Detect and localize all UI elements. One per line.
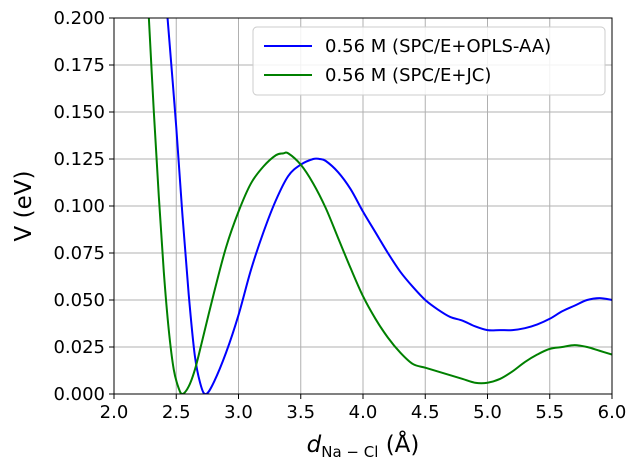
y-tick-label: 0.150 [53, 102, 105, 123]
y-axis-ticks: 0.000 0.025 0.050 0.075 0.100 0.125 0.150 0.175… [53, 8, 114, 405]
x-tick-label: 2.5 [162, 402, 191, 423]
x-tick-label: 4.0 [349, 402, 378, 423]
x-tick-label: 4.5 [411, 402, 440, 423]
x-tick-label: 5.5 [535, 402, 564, 423]
x-tick-label: 6.0 [598, 402, 627, 423]
series-line-jc [147, 18, 612, 394]
x-tick-label: 2.0 [100, 402, 129, 423]
y-tick-label: 0.100 [53, 196, 105, 217]
x-tick-label: 3.5 [286, 402, 315, 423]
legend-box [252, 26, 606, 96]
x-tick-label: 3.0 [224, 402, 253, 423]
y-tick-label: 0.125 [53, 149, 105, 170]
x-tick-label: 5.0 [473, 402, 502, 423]
y-tick-label: 0.175 [53, 55, 105, 76]
y-tick-label: 0.075 [53, 243, 105, 264]
x-axis-ticks: 2.0 2.5 3.0 3.5 4.0 4.5 5.0 5.5 6.0 [100, 394, 627, 423]
y-tick-label: 0.200 [53, 8, 105, 29]
y-tick-label: 0.050 [53, 290, 105, 311]
y-tick-label: 0.000 [53, 384, 105, 405]
legend: 0.56 M (SPC/E+OPLS-AA) 0.56 M (SPC/E+JC) [252, 26, 606, 96]
legend-label-jc: 0.56 M (SPC/E+JC) [325, 65, 491, 86]
y-tick-label: 0.025 [53, 337, 105, 358]
x-axis-label: dNa − Cl (Å) [307, 430, 420, 459]
legend-label-opls: 0.56 M (SPC/E+OPLS-AA) [325, 36, 551, 57]
y-axis-label: V (eV) [11, 171, 37, 242]
